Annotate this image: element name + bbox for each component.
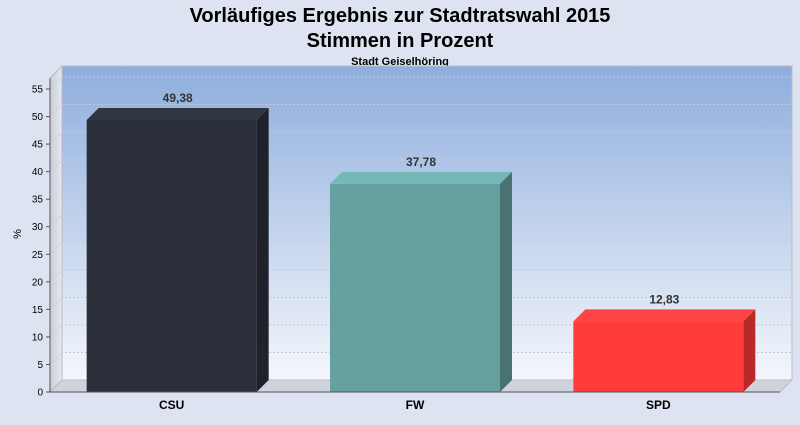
gridline xyxy=(49,269,792,283)
bar-top xyxy=(330,171,512,184)
bar-value-label: 12,83 xyxy=(649,292,679,306)
gridline xyxy=(49,104,792,117)
bar-front xyxy=(573,321,744,392)
bar-side xyxy=(256,107,269,393)
gridlines xyxy=(49,76,792,365)
y-tick-label: 0 xyxy=(37,388,43,399)
y-tick-label: 5 xyxy=(37,360,43,371)
left-wall xyxy=(49,64,63,394)
y-axis-label: % xyxy=(12,229,24,239)
gridline xyxy=(49,241,792,255)
bars: 49,38 37,78 12,83 xyxy=(86,91,756,393)
bar-side xyxy=(500,171,512,392)
bar-value-label: 49,38 xyxy=(163,91,193,105)
bar-fw: 37,78 xyxy=(330,155,512,392)
y-tick-label: 15 xyxy=(32,305,44,316)
bar-spd: 12,83 xyxy=(573,292,756,392)
bar-front xyxy=(330,183,500,392)
y-tick-label: 40 xyxy=(32,167,44,178)
y-tick-label: 25 xyxy=(32,250,44,261)
gridline xyxy=(49,186,792,200)
x-tick-label: SPD xyxy=(646,398,671,412)
bar-side xyxy=(743,309,756,392)
bar-top xyxy=(86,107,269,120)
gridline xyxy=(49,131,792,145)
gridline xyxy=(49,324,792,338)
x-axis: CSU FW SPD xyxy=(50,391,780,412)
bar-csu: 49,38 xyxy=(86,91,269,393)
y-tick-label: 50 xyxy=(32,112,44,123)
x-tick-label: FW xyxy=(406,398,425,412)
gridline xyxy=(49,159,792,173)
bar-value-label: 37,78 xyxy=(406,155,436,169)
y-tick-label: 55 xyxy=(32,85,44,96)
y-axis: 0 5 10 15 20 25 30 35 40 45 50 55 xyxy=(32,78,51,399)
y-tick-label: 20 xyxy=(32,277,44,288)
x-tick-label: CSU xyxy=(159,398,184,412)
chart-title-line1: Vorläufiges Ergebnis zur Stadtratswahl 2… xyxy=(190,5,611,27)
gridline xyxy=(49,76,792,90)
y-tick-label: 35 xyxy=(32,195,44,206)
chart-subtitle: Stadt Geiselhöring xyxy=(351,56,449,68)
gridline xyxy=(49,296,792,310)
chart-title-line2: Stimmen in Prozent xyxy=(307,30,494,52)
bar-front xyxy=(86,119,257,393)
y-tick-label: 30 xyxy=(32,222,44,233)
y-tick-label: 45 xyxy=(32,140,44,151)
gridline xyxy=(49,214,792,228)
bar-top xyxy=(573,309,756,322)
gridline xyxy=(49,351,792,365)
y-tick-label: 10 xyxy=(32,332,44,343)
